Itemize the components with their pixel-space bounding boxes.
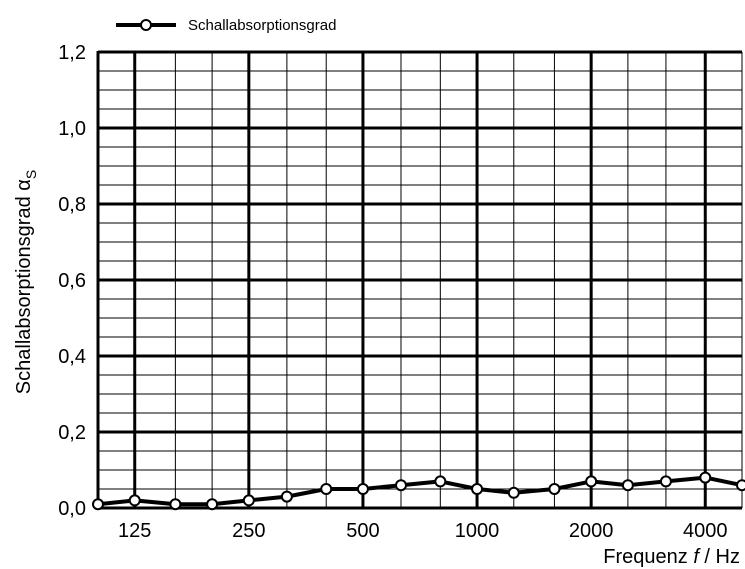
y-tick-label: 1,0 [58, 118, 86, 140]
y-tick-label: 0,6 [58, 270, 86, 292]
data-point [621, 479, 634, 492]
series-line [97, 475, 743, 507]
data-point [434, 475, 447, 488]
y-tick-label: 0,8 [58, 194, 86, 216]
major-gridlines [98, 50, 742, 508]
data-point [507, 486, 520, 499]
y-tick-label: 0,2 [58, 422, 86, 444]
x-tick-label: 1000 [455, 520, 500, 542]
data-point [128, 494, 141, 507]
y-tick-label: 1,2 [58, 42, 86, 64]
legend-label: Schallabsorptionsgrad [188, 17, 336, 34]
series-group [92, 471, 745, 511]
x-tick-label: 500 [346, 520, 379, 542]
legend-marker [140, 19, 152, 31]
data-point [280, 490, 293, 503]
x-axis-label: Frequenz f / Hz [603, 546, 740, 568]
y-tick-labels: 0,0 0,2 0,4 0,6 0,8 1,0 1,2 [58, 42, 86, 520]
x-tick-labels: 125 250 500 1000 2000 4000 [118, 520, 727, 542]
x-tick-label: 250 [232, 520, 265, 542]
data-point [471, 483, 484, 495]
data-point [356, 483, 369, 495]
axes [96, 51, 742, 510]
x-tick-label: 4000 [683, 520, 728, 542]
data-point [394, 479, 407, 492]
data-point [659, 475, 672, 488]
data-point [548, 483, 561, 495]
x-tick-label: 125 [118, 520, 151, 542]
data-point [206, 498, 219, 511]
data-point [585, 475, 598, 488]
y-axis-label: Schallabsorptionsgrad αS [13, 170, 39, 394]
legend: Schallabsorptionsgrad [116, 17, 336, 34]
data-point [169, 498, 182, 511]
data-point [320, 483, 333, 495]
y-axis-label-subscript: S [23, 170, 39, 179]
x-tick-label: 2000 [569, 520, 614, 542]
y-tick-label: 0,4 [58, 346, 86, 368]
y-tick-label: 0,0 [58, 498, 86, 520]
data-point [242, 494, 255, 507]
data-point [92, 498, 104, 511]
data-point [699, 471, 712, 484]
data-point [736, 479, 745, 492]
